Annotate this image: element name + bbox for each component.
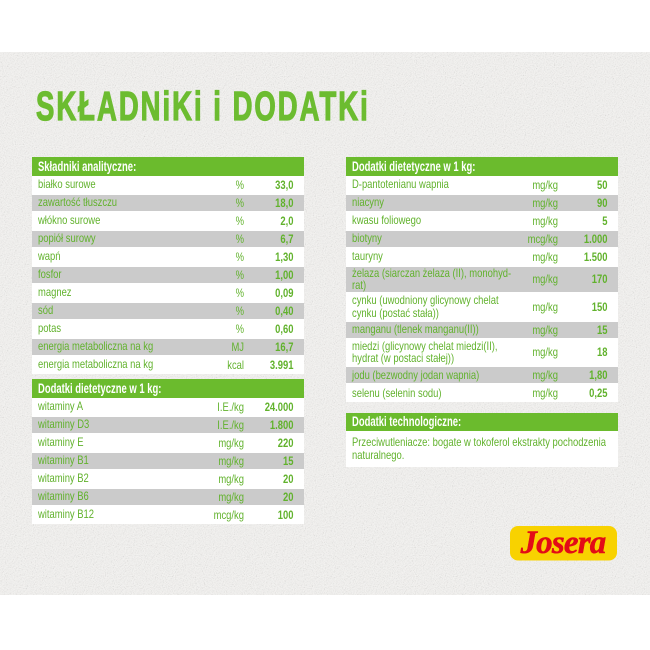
- svg-text:Josera: Josera: [519, 526, 605, 561]
